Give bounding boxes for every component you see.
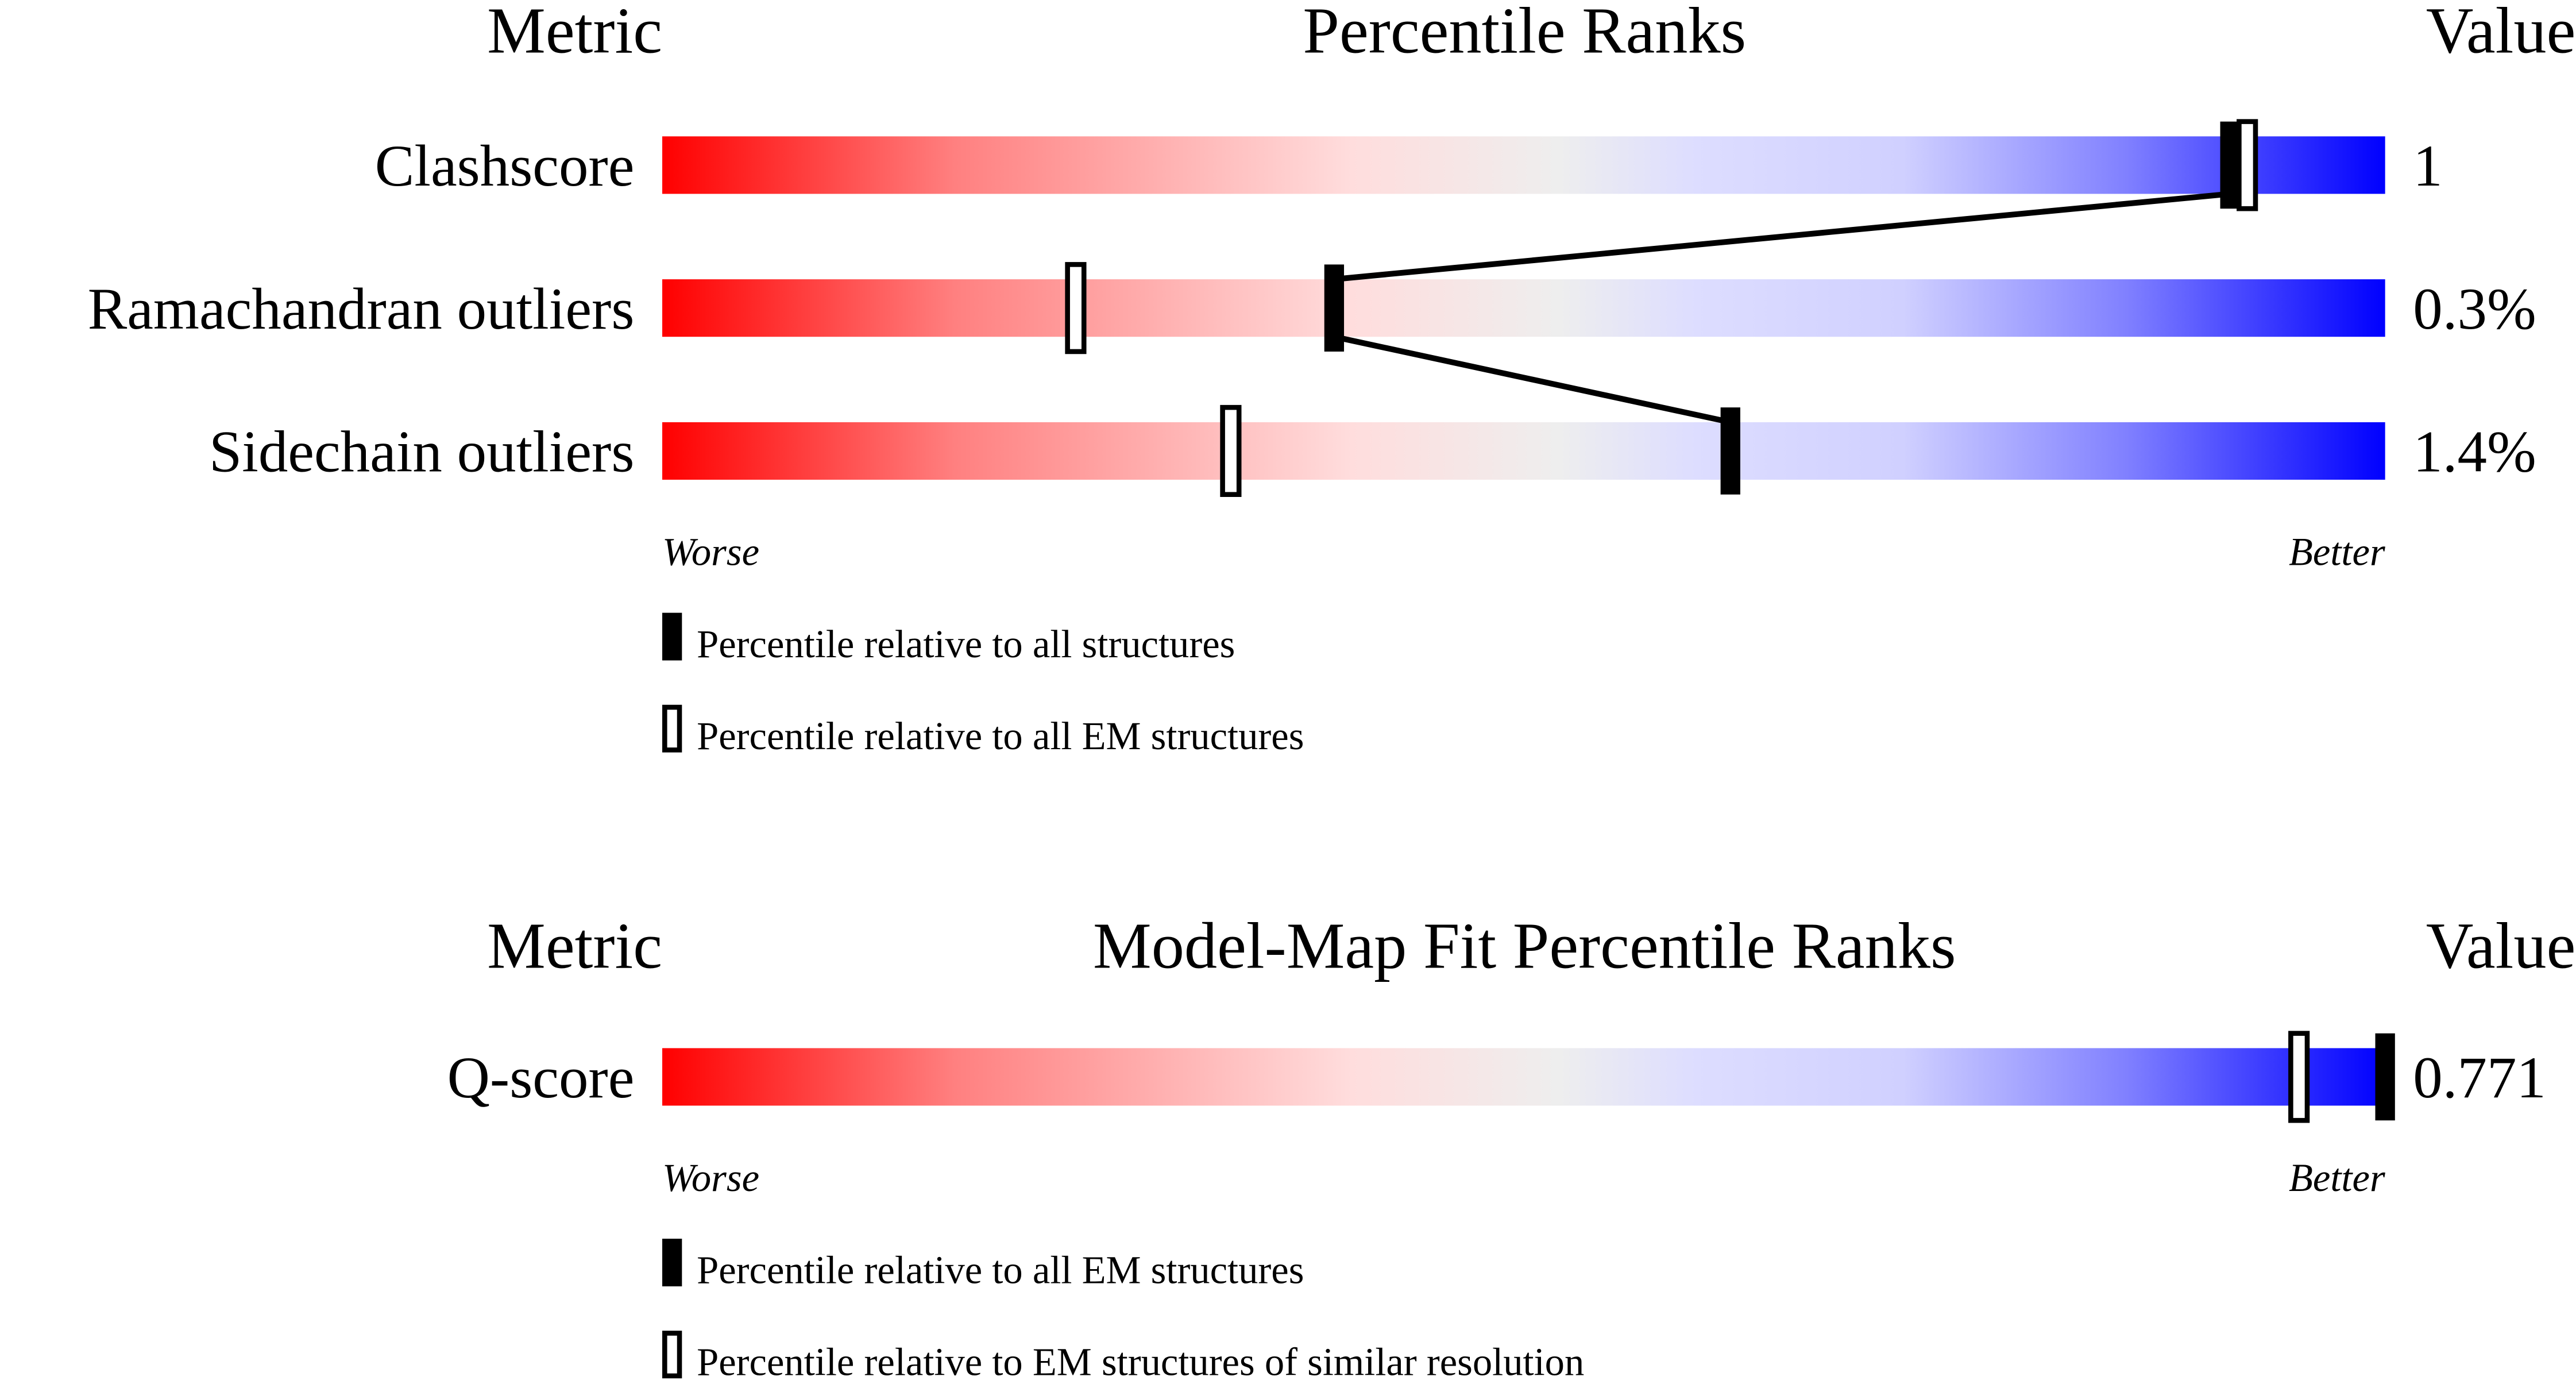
worse-label-2: Worse bbox=[662, 1156, 759, 1200]
metric-label: Sidechain outliers bbox=[209, 419, 634, 485]
panel-1-rows: Clashscore 1 Ramachandran outliers 0.3% Side… bbox=[88, 119, 2536, 498]
legend-filled-marker-2 bbox=[662, 1239, 682, 1287]
metric-value: 1 bbox=[2413, 133, 2442, 199]
legend-hollow-label-2: Percentile relative to EM structures of … bbox=[697, 1340, 1584, 1380]
legend-hollow-marker bbox=[662, 704, 682, 753]
metric-value: 1.4% bbox=[2413, 419, 2536, 485]
percentile-bar bbox=[662, 279, 2385, 337]
worse-label: Worse bbox=[662, 530, 759, 574]
better-label-2: Better bbox=[2289, 1156, 2385, 1200]
percentile-bar bbox=[662, 136, 2385, 194]
panel-2-rows: Q-score 0.771 bbox=[447, 1031, 2546, 1123]
metric-header-2: Metric bbox=[487, 909, 662, 982]
hollow-percentile-marker bbox=[2288, 1031, 2310, 1123]
metric-label: Ramachandran outliers bbox=[88, 276, 635, 342]
percentile-bar bbox=[662, 1048, 2385, 1106]
hollow-percentile-marker bbox=[2237, 119, 2258, 211]
metric-value: 0.771 bbox=[2413, 1045, 2546, 1111]
marker-connector-line bbox=[1334, 191, 2231, 283]
percentile-bar bbox=[662, 422, 2385, 480]
value-header-2: Value bbox=[2426, 909, 2575, 982]
legend-filled-marker bbox=[662, 612, 682, 661]
legend-filled-label-2: Percentile relative to all EM structures bbox=[697, 1248, 1304, 1292]
marker-connector-line bbox=[1333, 334, 1731, 425]
chart-title: Percentile Ranks bbox=[1303, 0, 1746, 67]
chart-title-2: Model-Map Fit Percentile Ranks bbox=[1093, 909, 1956, 982]
value-header: Value bbox=[2426, 0, 2575, 67]
hollow-percentile-marker bbox=[1220, 404, 1242, 498]
better-label: Better bbox=[2289, 530, 2385, 574]
filled-percentile-marker bbox=[2375, 1033, 2395, 1121]
metric-label: Q-score bbox=[447, 1045, 635, 1111]
hollow-percentile-marker bbox=[1065, 262, 1087, 354]
metric-label: Clashscore bbox=[375, 133, 635, 199]
metric-value: 0.3% bbox=[2413, 276, 2536, 342]
legend-filled-label: Percentile relative to all structures bbox=[697, 622, 1235, 666]
legend-hollow-label: Percentile relative to all EM structures bbox=[697, 714, 1304, 758]
metric-header: Metric bbox=[487, 0, 662, 67]
legend-hollow-marker-2 bbox=[662, 1331, 682, 1379]
